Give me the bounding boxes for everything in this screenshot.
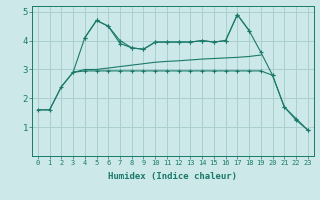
X-axis label: Humidex (Indice chaleur): Humidex (Indice chaleur) bbox=[108, 172, 237, 181]
